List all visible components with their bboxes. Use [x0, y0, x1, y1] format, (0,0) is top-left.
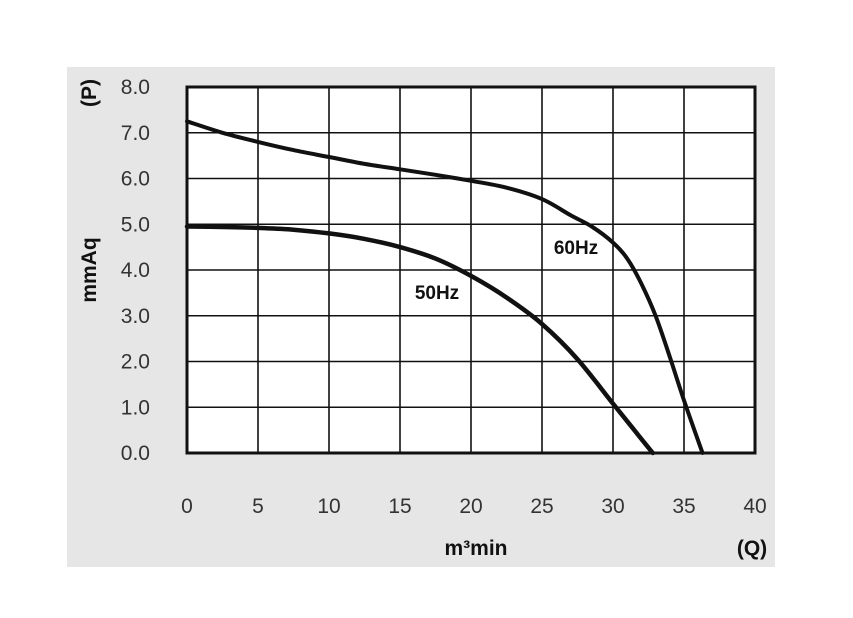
series-line-60hz [185, 119, 705, 455]
x-tick-label: 25 [530, 495, 553, 518]
grid-lines [187, 87, 755, 453]
x-axis-title: m³min [445, 537, 508, 560]
x-tick-label: 0 [181, 495, 193, 518]
y-tick-label: 7.0 [121, 122, 150, 145]
y-tick-labels: 0.0 1.0 2.0 3.0 4.0 5.0 6.0 7.0 8.0 [121, 76, 150, 465]
x-tick-label: 30 [601, 495, 624, 518]
x-tick-label: 20 [459, 495, 482, 518]
y-tick-label: 3.0 [121, 305, 150, 328]
x-tick-label: 40 [743, 495, 766, 518]
series-label-50hz: 50Hz [415, 283, 459, 304]
x-tick-label: 10 [317, 495, 340, 518]
x-tick-labels: 0 5 10 15 20 25 30 35 40 [181, 495, 767, 518]
y-tick-label: 2.0 [121, 351, 150, 374]
y-axis-symbol: (P) [78, 79, 101, 107]
x-tick-label: 5 [252, 495, 264, 518]
plot-frame [185, 85, 757, 455]
y-tick-label: 4.0 [121, 259, 150, 282]
y-tick-label: 6.0 [121, 168, 150, 191]
x-axis-symbol: (Q) [737, 537, 767, 560]
series-line-50hz [184, 224, 656, 456]
y-tick-label: 5.0 [121, 213, 150, 236]
x-tick-label: 15 [388, 495, 411, 518]
series-layer [184, 119, 705, 456]
series-label-60hz: 60Hz [554, 238, 598, 259]
y-tick-label: 0.0 [121, 442, 150, 465]
y-tick-label: 8.0 [121, 76, 150, 99]
x-tick-label: 35 [672, 495, 695, 518]
y-tick-label: 1.0 [121, 396, 150, 419]
y-axis-title: mmAq [78, 237, 101, 302]
